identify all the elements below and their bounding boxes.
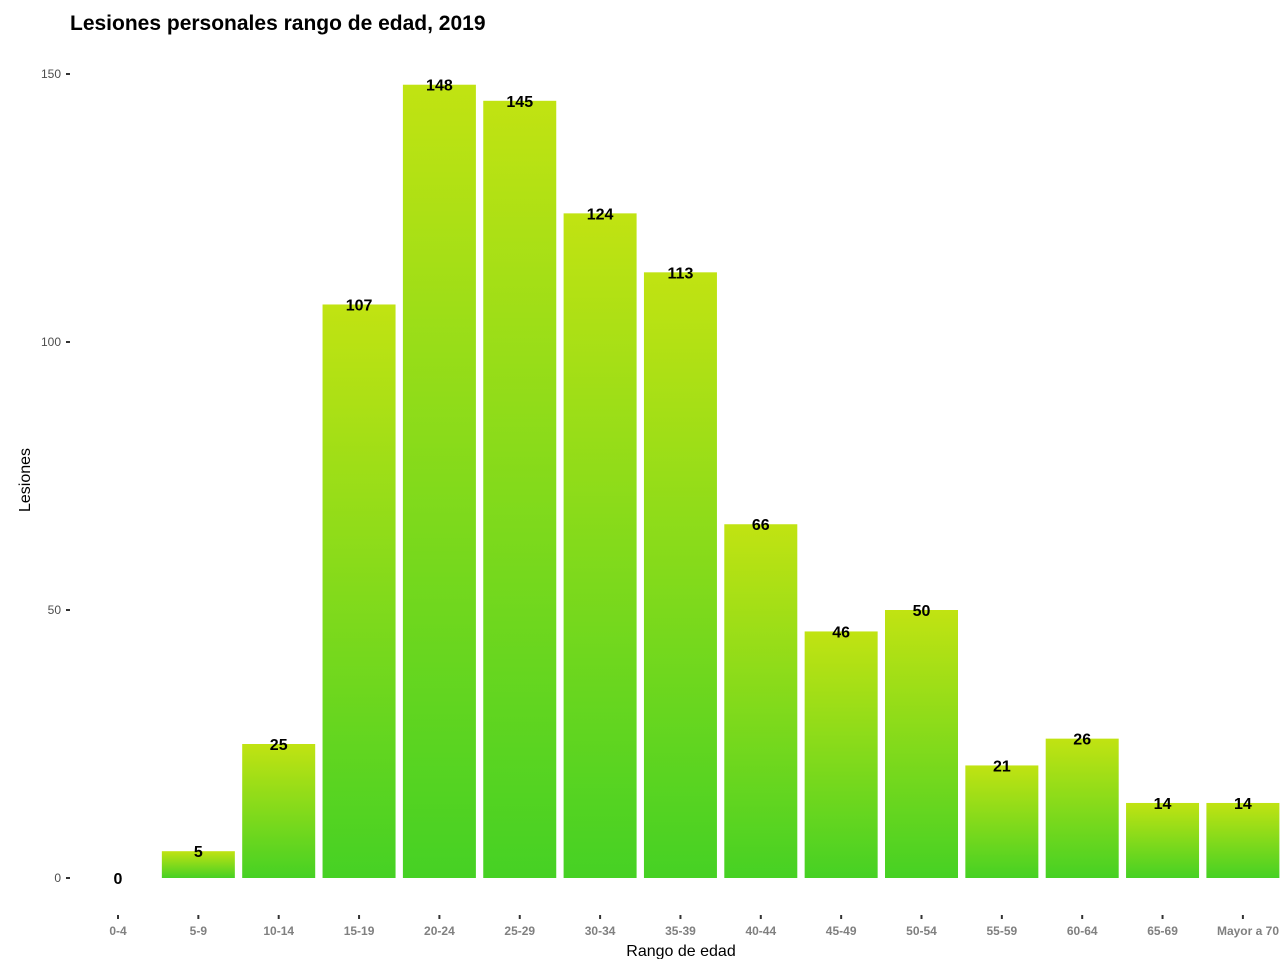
x-tick-label: 30-34 xyxy=(585,924,616,938)
x-tick-label: 40-44 xyxy=(745,924,776,938)
bar xyxy=(242,744,316,878)
bar-value-label: 46 xyxy=(832,624,850,641)
bar xyxy=(1126,802,1200,878)
bar xyxy=(724,524,798,878)
bar-labels: 0 5 25 107 148 145 124 113 66 46 50 21 26 14 14 xyxy=(114,78,1252,888)
x-tick-label: 25-29 xyxy=(504,924,535,938)
bar-value-label: 14 xyxy=(1154,796,1172,813)
bar-value-label: 50 xyxy=(913,603,931,620)
bar-value-label: 145 xyxy=(506,94,533,111)
bar xyxy=(885,610,958,878)
bar xyxy=(563,213,637,879)
bar xyxy=(161,851,235,878)
bar xyxy=(965,765,1039,878)
bar xyxy=(804,631,878,878)
bar-value-label: 14 xyxy=(1234,796,1252,813)
bar xyxy=(322,304,396,879)
bar xyxy=(643,272,717,878)
bar xyxy=(1206,802,1280,878)
x-tick-label: 5-9 xyxy=(190,924,208,938)
bar-value-label: 25 xyxy=(270,737,288,754)
x-tick-label: 35-39 xyxy=(665,924,696,938)
x-tick-label: 45-49 xyxy=(826,924,857,938)
bar xyxy=(402,84,476,879)
x-tick-label: 50-54 xyxy=(906,924,937,938)
x-axis-title: Rango de edad xyxy=(626,943,735,959)
y-axis-title: Lesiones xyxy=(17,448,34,512)
bar xyxy=(1045,738,1119,878)
x-tick-label: 55-59 xyxy=(986,924,1017,938)
y-tick-label: 150 xyxy=(41,67,61,81)
bars xyxy=(161,84,1280,879)
x-tick-label: Mayor a 70 xyxy=(1217,924,1279,938)
bar-value-label: 124 xyxy=(587,206,614,223)
chart-title: Lesiones personales rango de edad, 2019 xyxy=(70,12,486,35)
y-tick-label: 50 xyxy=(48,603,62,617)
y-tick-label: 0 xyxy=(54,871,61,885)
bar-value-label: 113 xyxy=(668,265,694,282)
y-tick-label: 100 xyxy=(41,335,61,349)
bar-value-label: 0 xyxy=(114,871,123,888)
bar-value-label: 107 xyxy=(346,297,373,314)
bar-value-label: 26 xyxy=(1073,732,1091,749)
x-tick-label: 20-24 xyxy=(424,924,455,938)
bar-value-label: 21 xyxy=(993,758,1011,775)
x-tick-label: 15-19 xyxy=(344,924,375,938)
x-tick-label: 10-14 xyxy=(263,924,294,938)
x-tick-label: 60-64 xyxy=(1067,924,1098,938)
x-tick-label: 65-69 xyxy=(1147,924,1178,938)
x-tick-label: 0-4 xyxy=(109,924,127,938)
x-axis: 0-4 5-9 10-14 15-19 20-24 25-29 30-34 35-39 40-4… xyxy=(109,915,1279,938)
bar xyxy=(483,100,557,879)
bar-value-label: 148 xyxy=(426,78,453,95)
bar-value-label: 5 xyxy=(194,844,203,861)
y-axis: 0 50 100 150 xyxy=(41,67,70,885)
bar-value-label: 66 xyxy=(752,517,770,534)
